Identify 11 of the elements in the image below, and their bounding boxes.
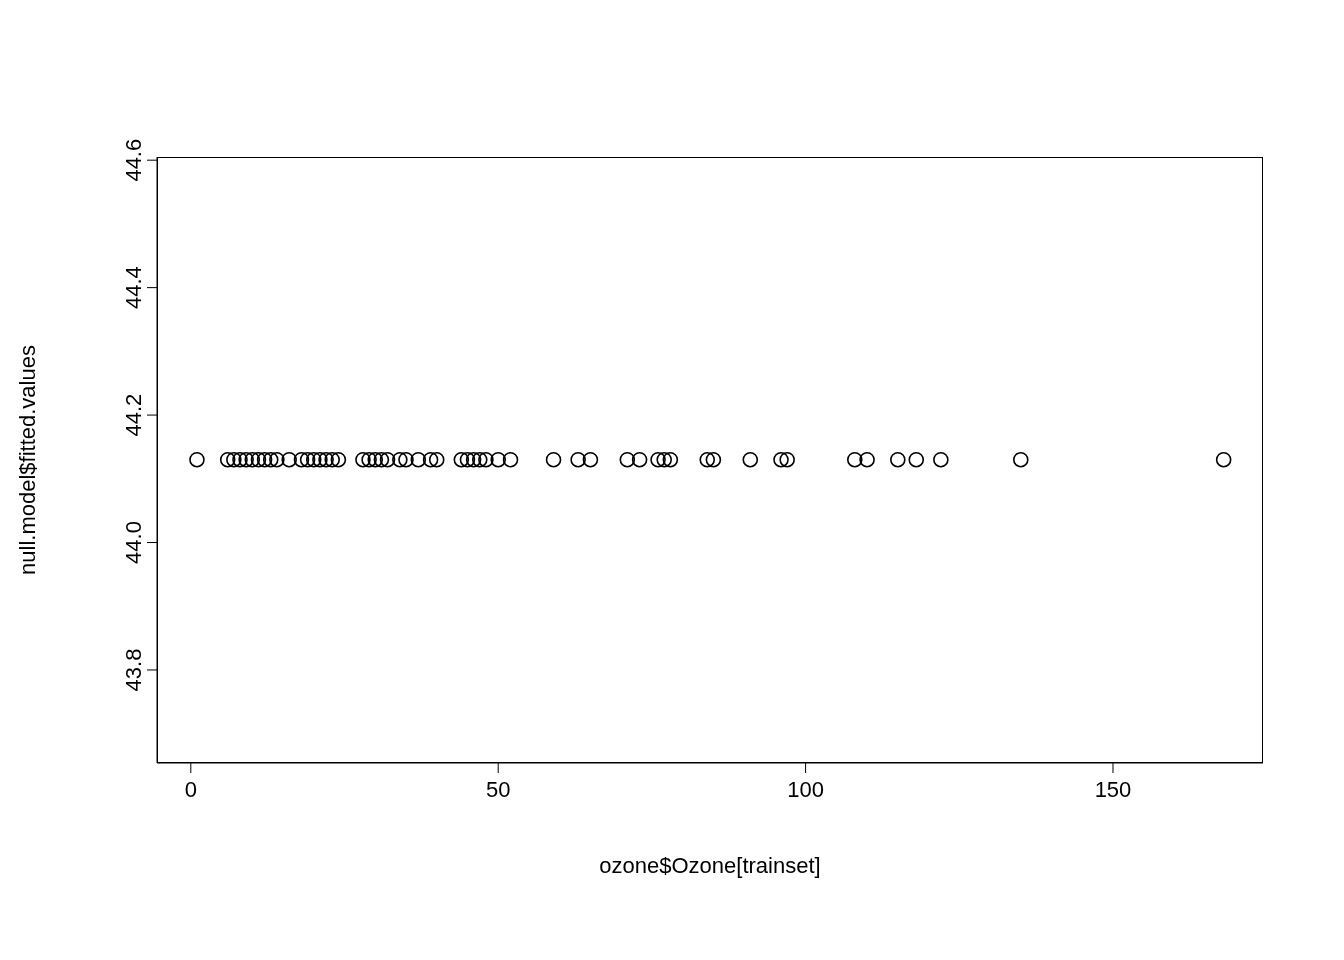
y-tick-label: 44.2 bbox=[121, 393, 146, 437]
x-tick-label: 100 bbox=[787, 776, 824, 802]
y-tick-label: 44.0 bbox=[121, 521, 146, 564]
y-axis-title: null.model$fitted.values bbox=[14, 345, 40, 575]
x-tick-label: 150 bbox=[1094, 776, 1132, 802]
y-tick-label: 44.6 bbox=[121, 138, 146, 182]
x-axis-title: ozone$Ozone[trainset] bbox=[599, 853, 821, 878]
x-tick-label: 0 bbox=[184, 776, 197, 802]
y-tick-label: 44.4 bbox=[121, 266, 146, 310]
x-tick-label: 50 bbox=[485, 776, 511, 802]
y-tick-label: 43.8 bbox=[121, 648, 146, 692]
